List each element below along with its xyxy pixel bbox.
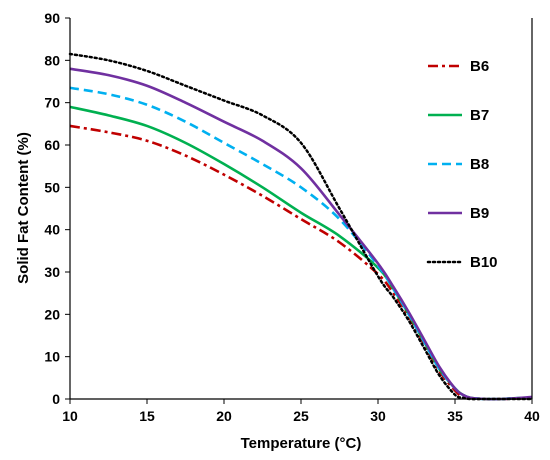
y-tick-label: 40 — [44, 222, 60, 238]
x-axis-title: Temperature (°C) — [241, 435, 362, 452]
series-line-b10 — [68, 52, 534, 401]
x-tick-label: 30 — [370, 408, 386, 424]
y-tick-label: 20 — [44, 306, 60, 322]
legend: B6 B7 B8 B9 B10 — [426, 58, 498, 271]
y-tick-label: 30 — [44, 264, 60, 280]
y-axis-title: Solid Fat Content (%) — [15, 132, 32, 284]
x-tick-label: 25 — [293, 408, 309, 424]
x-tick-label: 40 — [524, 408, 540, 424]
legend-label-b6: B6 — [470, 58, 489, 75]
x-tick-label: 10 — [62, 408, 78, 424]
x-tick-label: 35 — [447, 408, 463, 424]
y-tick-label: 70 — [44, 95, 60, 111]
y-tick-label: 0 — [52, 391, 60, 407]
plot-area — [68, 52, 534, 401]
y-tick-label: 10 — [44, 349, 60, 365]
legend-label-b8: B8 — [470, 156, 489, 173]
y-tick-label: 80 — [44, 52, 60, 68]
y-tick-label: 60 — [44, 137, 60, 153]
x-tick-label: 20 — [216, 408, 232, 424]
x-tick-label: 15 — [139, 408, 155, 424]
legend-label-b10: B10 — [470, 254, 498, 271]
series-line-b7 — [69, 105, 533, 401]
y-tick-label: 90 — [44, 10, 60, 26]
series-line-b8 — [69, 86, 533, 401]
legend-label-b7: B7 — [470, 107, 489, 124]
series-line-b9 — [69, 67, 533, 401]
y-tick-label: 50 — [44, 179, 60, 195]
legend-label-b9: B9 — [470, 205, 489, 222]
